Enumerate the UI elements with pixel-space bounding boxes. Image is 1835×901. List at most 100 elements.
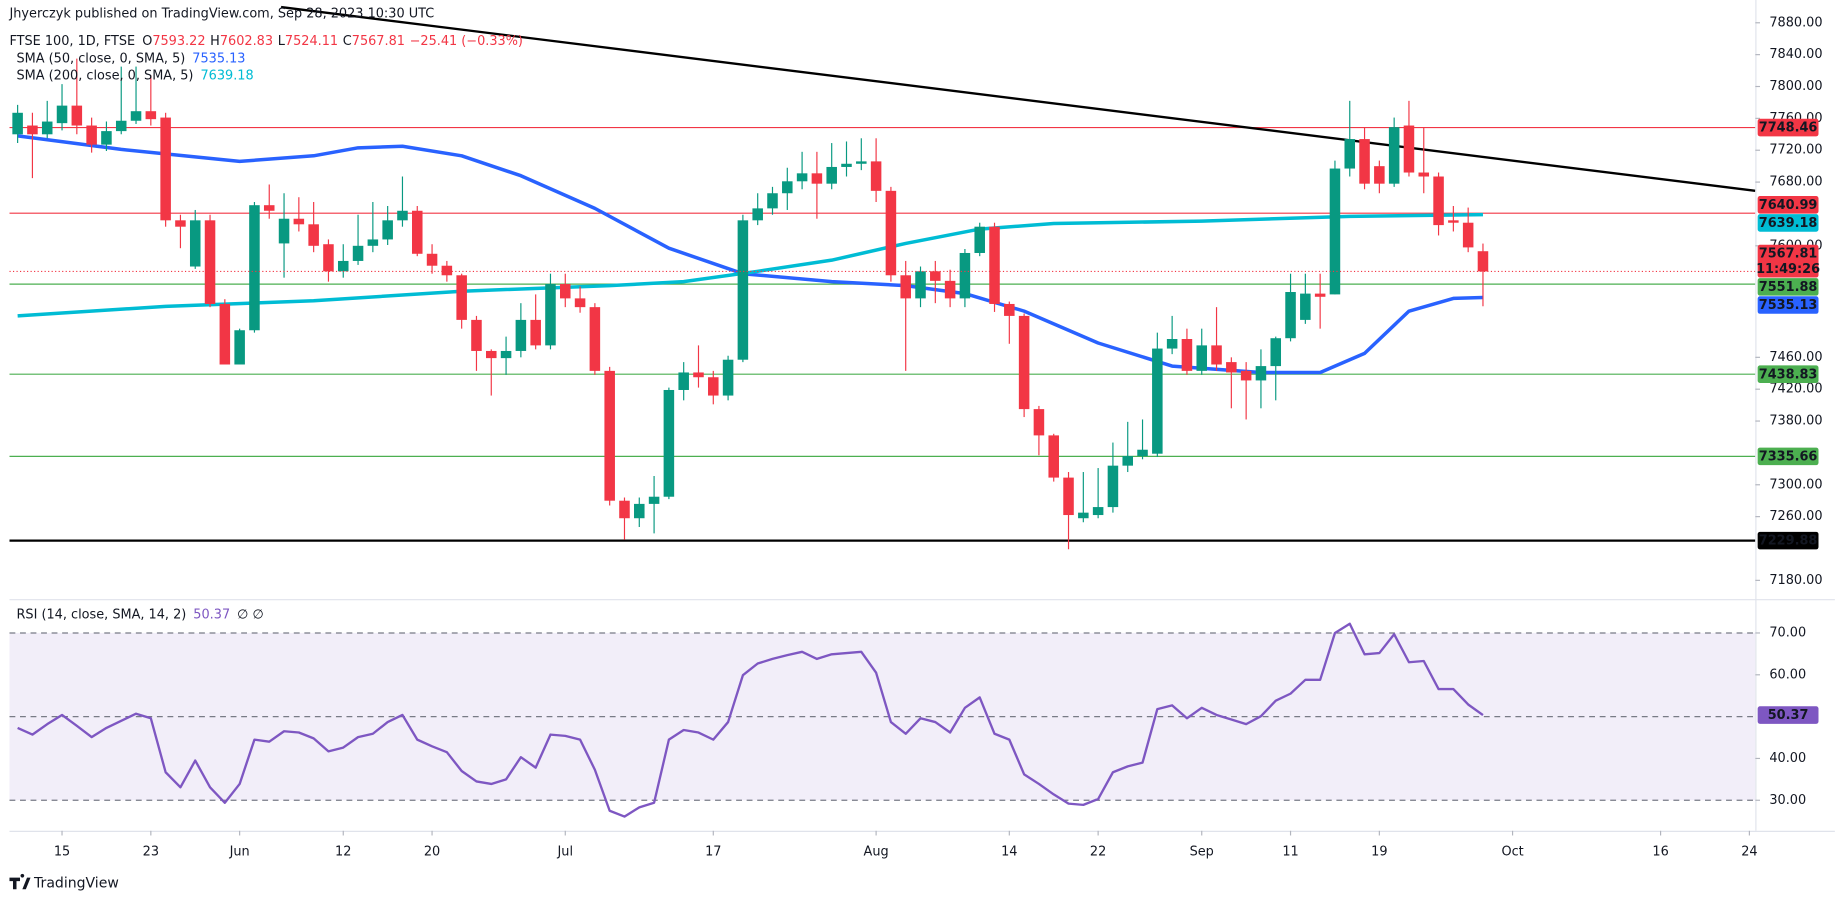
x-tick-label: Jun bbox=[229, 844, 250, 859]
rsi-badge bbox=[1757, 706, 1819, 724]
price-badge bbox=[1757, 278, 1819, 296]
price-badge-label: 7335.66 bbox=[1759, 449, 1818, 464]
candle-body bbox=[1314, 293, 1326, 297]
candle-body bbox=[41, 121, 53, 135]
candle-body bbox=[426, 253, 438, 266]
candle-body bbox=[471, 319, 482, 351]
price-badge-label: 7640.99 bbox=[1759, 198, 1818, 213]
price-badge-label: 7229.88 bbox=[1759, 534, 1818, 549]
legend-value: 7535.13 bbox=[192, 51, 245, 66]
candle-body bbox=[974, 226, 985, 253]
candle-body bbox=[352, 245, 364, 261]
candle-body bbox=[826, 166, 837, 184]
candle-body bbox=[71, 105, 83, 126]
x-tick-label: 17 bbox=[705, 844, 721, 859]
x-tick-label: 22 bbox=[1090, 844, 1106, 859]
candle-body bbox=[278, 218, 290, 244]
candle-body bbox=[737, 220, 749, 360]
candle-body bbox=[545, 284, 556, 346]
y-tick-label: 7840.00 bbox=[1769, 47, 1822, 62]
price-badge-label: 7551.88 bbox=[1759, 280, 1818, 295]
axes: 7180.00 7260.00 7300.00 7380.00 7420.00 7460.… bbox=[54, 15, 1823, 859]
candle-body bbox=[782, 181, 793, 194]
price-badges: 50.37 7748.46 7640.99 7639.18 7567.8111:49:2… bbox=[1756, 118, 1820, 724]
candle-body bbox=[263, 205, 275, 211]
candle-body bbox=[856, 161, 867, 164]
candle-body bbox=[234, 330, 245, 365]
rsi-band-fill bbox=[9, 632, 1756, 801]
candle-body bbox=[1359, 139, 1370, 184]
y-tick-label: 7680.00 bbox=[1769, 175, 1822, 190]
price-badge bbox=[1757, 196, 1819, 214]
price-badge bbox=[1757, 296, 1819, 314]
candle-body bbox=[1033, 409, 1045, 436]
candle-body bbox=[1285, 292, 1296, 339]
candle-body bbox=[1152, 348, 1163, 454]
price-badge-label: 7567.81 bbox=[1759, 247, 1818, 262]
price-badge bbox=[1757, 214, 1819, 232]
y-tick-label: 30.00 bbox=[1769, 793, 1806, 808]
brand-icon bbox=[9, 873, 31, 890]
candle-body bbox=[885, 190, 897, 276]
candle-body bbox=[648, 496, 660, 504]
y-tick-label: 7420.00 bbox=[1769, 382, 1822, 397]
candle-body bbox=[293, 218, 305, 225]
legend-suffix: ∅ ∅ bbox=[237, 607, 264, 622]
price-badge-label: 7639.18 bbox=[1759, 216, 1818, 231]
x-tick-label: 11 bbox=[1282, 844, 1298, 859]
price-badge-label: 7535.13 bbox=[1759, 298, 1818, 313]
sma-line bbox=[17, 212, 1483, 318]
author-line: Jhyerczyk published on TradingView.com, … bbox=[8, 7, 434, 22]
candle-body bbox=[1048, 435, 1059, 478]
legend-value: 50.37 bbox=[193, 607, 230, 622]
candle-body bbox=[1122, 456, 1133, 466]
legend: FTSE 100, 1D, FTSE O7593.22 H7602.83 L7524.… bbox=[9, 33, 522, 621]
price-badge bbox=[1757, 365, 1819, 383]
candle-body bbox=[1403, 125, 1415, 173]
candle-body bbox=[1166, 339, 1178, 349]
x-tick-label: Jul bbox=[557, 844, 574, 859]
candle-body bbox=[1462, 222, 1474, 248]
candle-body bbox=[589, 307, 601, 371]
brand-logo: TradingView bbox=[9, 873, 119, 891]
y-tick-label: 7260.00 bbox=[1769, 509, 1822, 524]
x-tick-label: 19 bbox=[1371, 844, 1387, 859]
x-tick-label: 24 bbox=[1741, 844, 1757, 859]
candle-body bbox=[1063, 477, 1074, 516]
x-tick-label: Oct bbox=[1501, 844, 1523, 859]
sma-line bbox=[17, 134, 1484, 375]
y-tick-label: 7880.00 bbox=[1769, 15, 1822, 30]
price-badge-label: 7438.83 bbox=[1759, 367, 1818, 382]
x-tick-label: 12 bbox=[335, 844, 351, 859]
candle-body bbox=[930, 271, 941, 281]
candle-body bbox=[1388, 127, 1400, 184]
candle-body bbox=[189, 220, 201, 267]
legend-ohlc: FTSE 100, 1D, FTSE O7593.22 H7602.83 L7524.… bbox=[9, 33, 522, 48]
candle-body bbox=[811, 173, 823, 184]
candle-body bbox=[915, 271, 926, 299]
ohlc-prefix: O bbox=[142, 33, 152, 48]
candle-body bbox=[560, 284, 571, 299]
candle-body bbox=[767, 193, 778, 209]
candle-body bbox=[1477, 251, 1489, 272]
candle-body bbox=[27, 125, 38, 135]
y-tick-label: 70.00 bbox=[1769, 625, 1806, 640]
candle-body bbox=[841, 163, 852, 167]
candle-body bbox=[441, 265, 453, 276]
candle-body bbox=[456, 275, 467, 320]
candle-body bbox=[574, 298, 586, 308]
candle-body bbox=[796, 173, 808, 182]
candle-body bbox=[1270, 338, 1282, 367]
y-tick-label: 40.00 bbox=[1769, 751, 1806, 766]
price-badge-label: 7748.46 bbox=[1759, 121, 1818, 136]
y-tick-label: 7380.00 bbox=[1769, 414, 1822, 429]
candle-body bbox=[708, 377, 719, 396]
candle-body bbox=[115, 120, 127, 132]
candle-body bbox=[86, 125, 97, 145]
candle-body bbox=[249, 205, 260, 331]
candle-body bbox=[678, 372, 689, 390]
candle-body bbox=[1137, 449, 1148, 457]
